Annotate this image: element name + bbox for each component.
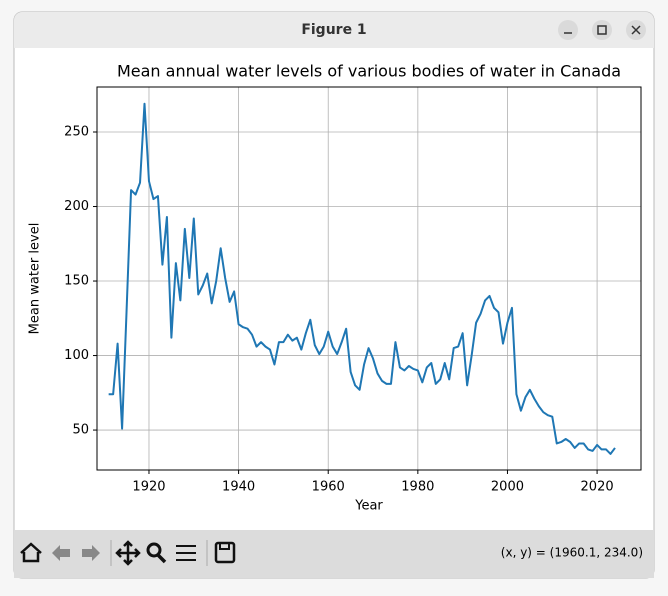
maximize-button[interactable] [592, 20, 612, 40]
close-button[interactable] [626, 20, 646, 40]
minimize-button[interactable] [558, 20, 578, 40]
y-tick-label: 100 [64, 348, 89, 363]
y-tick-label: 150 [64, 274, 89, 289]
chart-title: Mean annual water levels of various bodi… [117, 62, 621, 81]
save-button[interactable] [214, 541, 236, 564]
plot: Mean annual water levels of various bodi… [28, 62, 642, 514]
y-tick-label: 200 [64, 199, 89, 214]
status-text: (x, y) = (1960.1, 234.0) [501, 546, 643, 560]
x-tick-label: 1960 [312, 480, 345, 495]
x-tick-label: 1920 [132, 480, 165, 495]
y-axis-label: Mean water level [28, 223, 43, 335]
data-line [108, 102, 616, 455]
configure-button[interactable] [176, 545, 196, 561]
y-tick-label: 50 [72, 423, 89, 438]
zoom-button[interactable] [146, 542, 167, 564]
x-tick-label: 2020 [581, 480, 614, 495]
back-button[interactable] [52, 545, 70, 561]
pan-button[interactable] [115, 540, 141, 566]
x-tick-label: 1980 [401, 480, 434, 495]
window-title: Figure 1 [301, 22, 366, 38]
title-bar [14, 12, 654, 48]
home-button[interactable] [20, 542, 42, 563]
x-tick-label: 2000 [491, 480, 524, 495]
x-axis-label: Year [354, 499, 383, 514]
x-tick-label: 1940 [222, 480, 255, 495]
y-tick-label: 250 [64, 125, 89, 140]
axes-frame [96, 86, 642, 471]
forward-button[interactable] [82, 545, 100, 561]
